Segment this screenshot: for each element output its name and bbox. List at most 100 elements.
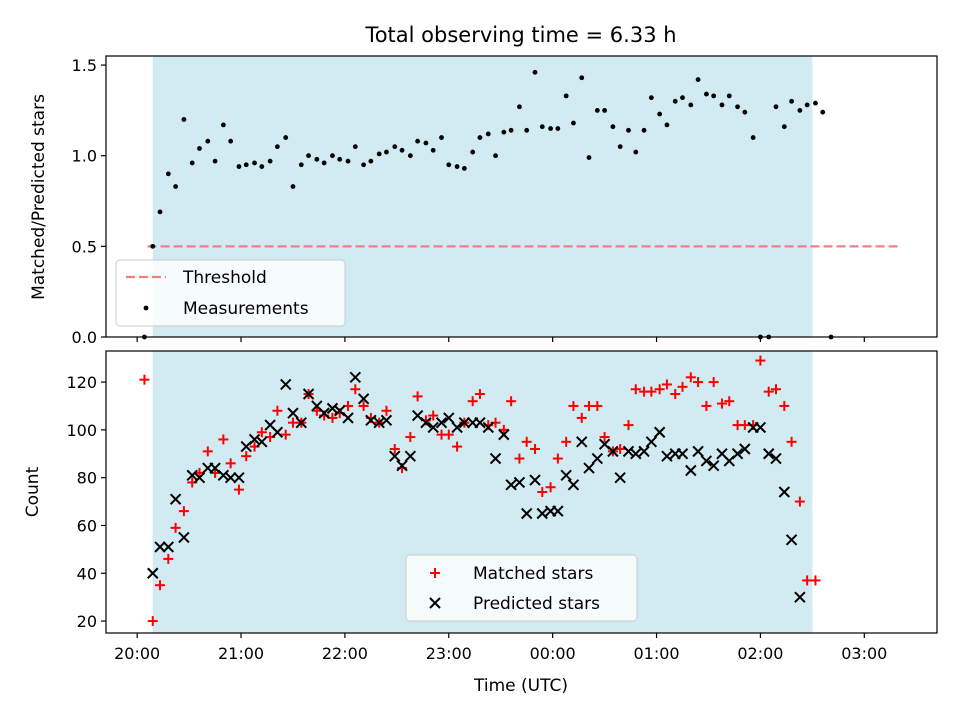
count-axes: 20 40 60 80 100 120 20:00 21:00 22:00 23:00 00:00 0…	[66, 350, 938, 663]
matched-star-point	[661, 379, 672, 390]
predicted-star-point	[482, 421, 494, 434]
predicted-star-point	[365, 414, 377, 427]
predicted-star-point	[692, 445, 704, 458]
predicted-star-stroke-b	[622, 445, 635, 458]
bot-frame	[105, 350, 938, 634]
measurement-point	[157, 209, 163, 215]
predicted-star-stroke-b	[396, 460, 408, 472]
predicted-star-stroke-b	[458, 416, 471, 429]
predicted-star-point	[404, 450, 417, 462]
matched-star-point	[623, 420, 634, 431]
matched-star-point	[163, 553, 174, 564]
top-frame	[105, 55, 938, 338]
predicted-star-point	[162, 541, 175, 553]
legend-matched-label: Matched stars	[473, 564, 593, 584]
predicted-star-point	[498, 428, 510, 441]
matched-star-point	[592, 400, 603, 411]
measurement-point	[726, 93, 732, 99]
matched-star-point	[256, 427, 267, 438]
measurement-point	[423, 140, 429, 146]
measurement-point	[352, 144, 358, 150]
predicted-star-stroke-b	[248, 433, 261, 446]
measurement-point	[228, 138, 234, 144]
predicted-star-point	[622, 445, 635, 458]
matched-star-point	[506, 396, 517, 407]
measurement-point	[797, 107, 803, 113]
predicted-star-stroke-b	[676, 448, 689, 460]
matched-star-point	[412, 391, 423, 402]
measurement-point	[548, 126, 553, 131]
predicted-star-stroke-b	[279, 378, 292, 391]
predicted-star-point	[685, 464, 697, 477]
predicted-star-stroke-b	[373, 416, 385, 429]
predicted-star-point	[279, 378, 292, 391]
predicted-star-stroke-b	[443, 412, 455, 424]
predicted-star-stroke-b	[653, 426, 666, 438]
predicted-star-point	[576, 436, 588, 448]
matched-star-point	[381, 405, 392, 416]
predicted-star-point	[591, 452, 604, 465]
predicted-star-point	[763, 448, 775, 460]
count-legend: Matched stars Predicted stars	[405, 554, 638, 622]
predicted-star-point	[349, 371, 362, 383]
predicted-star-stroke-b	[474, 416, 486, 429]
measurement-point	[664, 122, 670, 128]
predicted-star-stroke-b	[785, 534, 798, 546]
matched-star-point	[530, 443, 541, 454]
measurement-point	[252, 160, 257, 166]
measurement-point	[267, 158, 273, 164]
measurement-point	[470, 149, 476, 155]
predicted-star-stroke-b	[794, 591, 806, 603]
measurement-point	[165, 171, 171, 177]
matched-star-point	[452, 441, 463, 452]
predicted-star-stroke-b	[271, 426, 284, 438]
predicted-star-point	[700, 455, 713, 467]
predicted-star-point	[614, 471, 626, 484]
predicted-star-stroke-b	[583, 462, 595, 474]
bot-ytick-label: 60	[77, 516, 97, 535]
measurement-point	[719, 102, 725, 108]
matched-star-point	[708, 377, 719, 388]
measurement-point	[439, 135, 444, 140]
predicted-star-point	[739, 443, 751, 455]
predicted-star-point	[435, 416, 448, 429]
predicted-star-point	[248, 433, 261, 446]
measurement-point	[205, 138, 211, 144]
measurement-point	[517, 104, 522, 110]
measurement-point	[586, 155, 592, 160]
predicted-star-stroke-b	[209, 462, 221, 474]
predicted-star-point	[169, 493, 182, 505]
ratio-marks	[142, 69, 901, 340]
matched-star-point	[350, 384, 361, 395]
predicted-star-point	[186, 469, 198, 481]
matched-star-point	[561, 436, 572, 447]
matched-star-point	[514, 453, 525, 464]
measurement-point	[773, 104, 779, 110]
measurement-point	[173, 184, 178, 189]
measurement-point	[243, 162, 249, 168]
measurement-point	[345, 158, 351, 164]
matched-star-point	[474, 389, 485, 400]
measurement-point	[602, 107, 607, 113]
measurement-point	[290, 184, 296, 189]
matched-star-point	[552, 453, 563, 464]
predicted-star-stroke-b	[607, 445, 619, 458]
matched-star-point	[280, 429, 291, 440]
measurement-point	[259, 164, 265, 169]
predicted-star-point	[653, 426, 666, 438]
matched-star-point	[576, 412, 587, 423]
predicted-star-point	[794, 591, 806, 603]
predicted-star-point	[661, 450, 673, 462]
predicted-star-point	[513, 476, 526, 489]
predicted-star-stroke-b	[489, 452, 502, 465]
measurement-point	[321, 160, 327, 166]
predicted-star-point	[224, 471, 237, 484]
predicted-star-stroke-b	[318, 407, 330, 419]
legend-measurement-label: Measurements	[183, 299, 309, 319]
matched-star-point	[272, 405, 283, 416]
matched-star-point	[537, 487, 548, 497]
predicted-star-stroke-b	[224, 471, 237, 484]
matched-star-point	[677, 381, 688, 392]
legend-predicted-label: Predicted stars	[473, 594, 600, 614]
predicted-star-point	[754, 421, 767, 434]
